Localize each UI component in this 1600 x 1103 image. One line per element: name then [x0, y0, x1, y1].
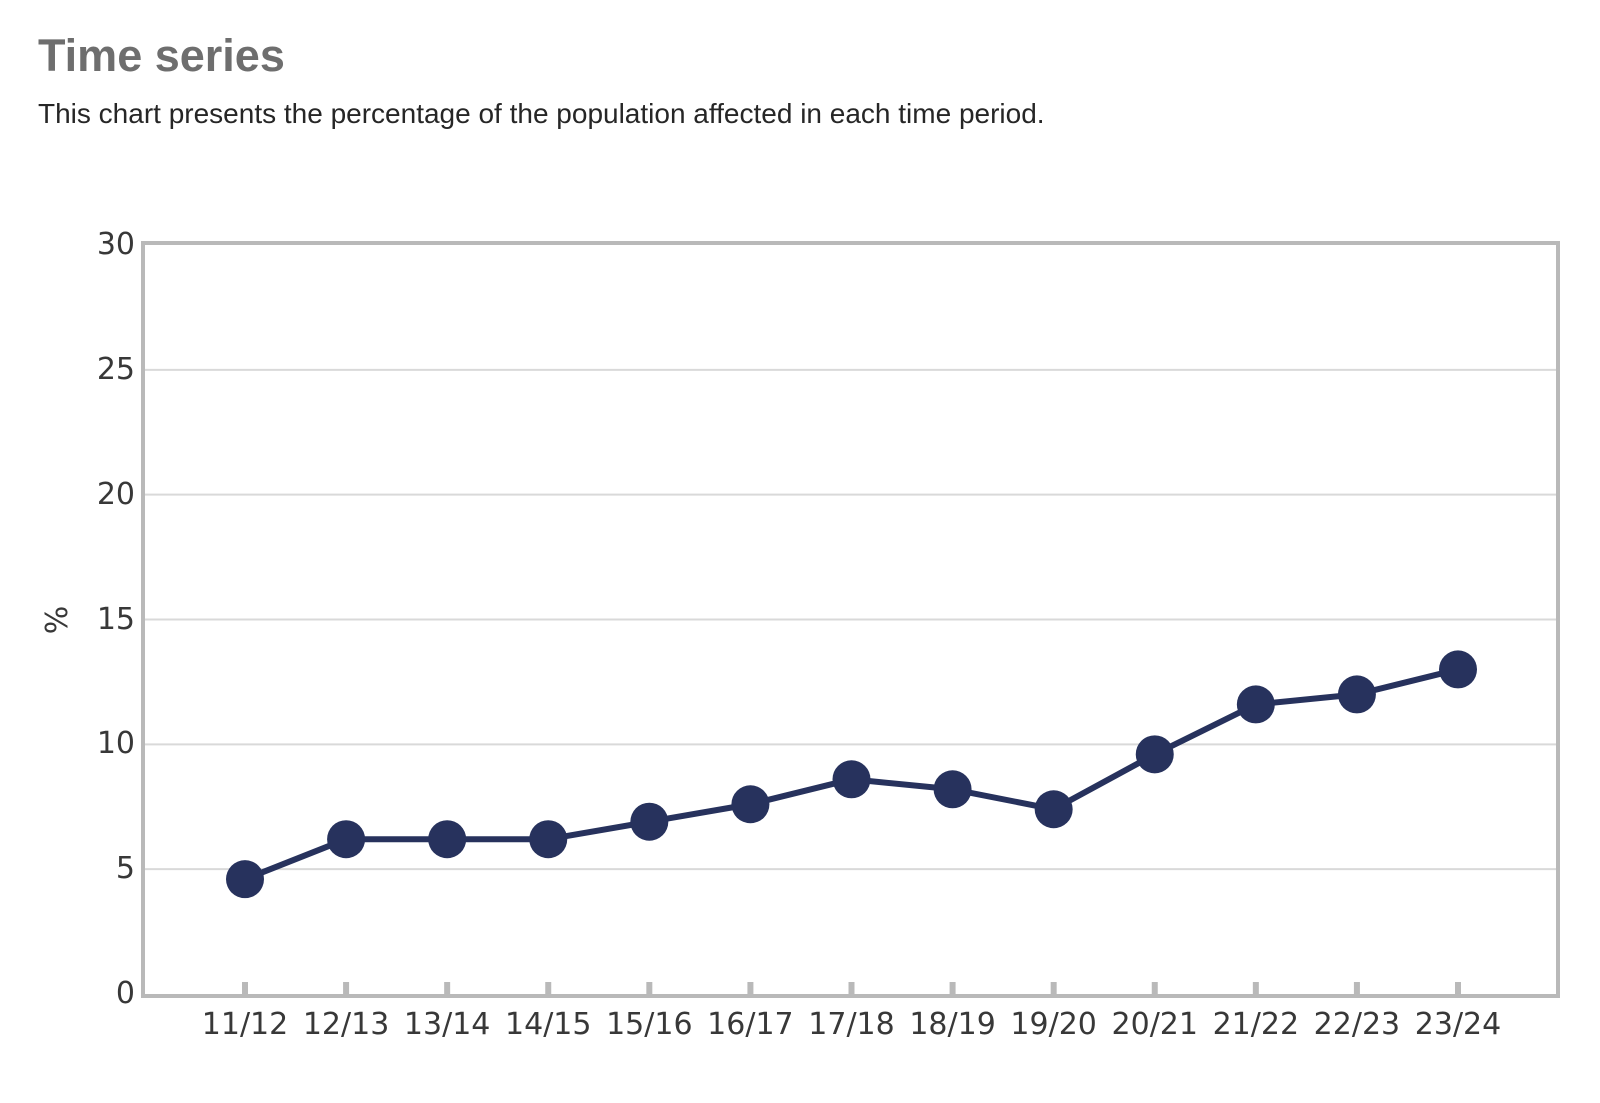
x-axis-tick-label: 17/18	[808, 1007, 895, 1042]
x-axis-tick-label: 18/19	[909, 1007, 996, 1042]
x-tick	[1151, 982, 1158, 994]
data-point[interactable]	[731, 785, 770, 824]
data-point[interactable]	[327, 820, 366, 859]
y-axis-tick-label: 10	[96, 726, 135, 762]
x-tick	[1353, 982, 1360, 994]
x-axis-tick-label: 12/13	[302, 1007, 390, 1042]
data-point[interactable]	[428, 820, 467, 859]
x-tick	[242, 982, 248, 994]
x-axis-tick-label: 16/17	[707, 1007, 794, 1042]
y-axis-tick-label: 20	[96, 476, 135, 512]
data-point[interactable]	[630, 802, 669, 841]
x-tick	[646, 982, 653, 994]
data-point[interactable]	[1034, 790, 1073, 829]
x-axis-tick-label: 22/23	[1313, 1007, 1401, 1042]
x-axis-tick-label: 14/15	[505, 1007, 592, 1042]
x-tick	[1455, 982, 1461, 994]
x-axis-tick-label: 21/22	[1212, 1007, 1300, 1042]
x-tick	[1252, 982, 1259, 994]
data-point[interactable]	[832, 760, 871, 799]
y-axis-tick-label: 25	[96, 351, 135, 387]
x-axis-tick-label: 20/21	[1111, 1007, 1198, 1042]
data-point[interactable]	[933, 770, 972, 809]
x-axis-tick-label: 11/12	[201, 1007, 289, 1042]
x-axis-tick-label: 23/24	[1414, 1007, 1502, 1042]
page-title: Time series	[38, 30, 285, 81]
x-tick	[1050, 982, 1057, 994]
x-tick	[444, 982, 451, 994]
data-point[interactable]	[529, 820, 568, 859]
data-point[interactable]	[1236, 685, 1275, 724]
x-tick	[545, 982, 552, 994]
x-tick	[747, 982, 754, 994]
x-axis-tick-label: 19/20	[1010, 1007, 1097, 1042]
y-axis-tick-label: 15	[96, 601, 135, 637]
x-tick	[848, 982, 855, 994]
plot-area	[141, 241, 1560, 998]
x-tick	[949, 982, 956, 994]
x-tick	[343, 982, 350, 994]
data-point[interactable]	[1439, 650, 1477, 689]
chart-description: This chart presents the percentage of th…	[38, 98, 1045, 129]
plot-canvas	[145, 368, 1556, 994]
x-axis-tick-label: 13/14	[403, 1007, 491, 1042]
y-axis-tick-label: 0	[115, 976, 135, 1011]
data-point[interactable]	[1135, 735, 1174, 774]
x-axis-tick-label: 15/16	[606, 1007, 693, 1042]
data-point[interactable]	[226, 860, 264, 899]
y-axis-tick-label: 30	[96, 227, 135, 262]
data-point[interactable]	[1337, 675, 1376, 714]
y-axis-tick-label: 5	[115, 851, 135, 887]
